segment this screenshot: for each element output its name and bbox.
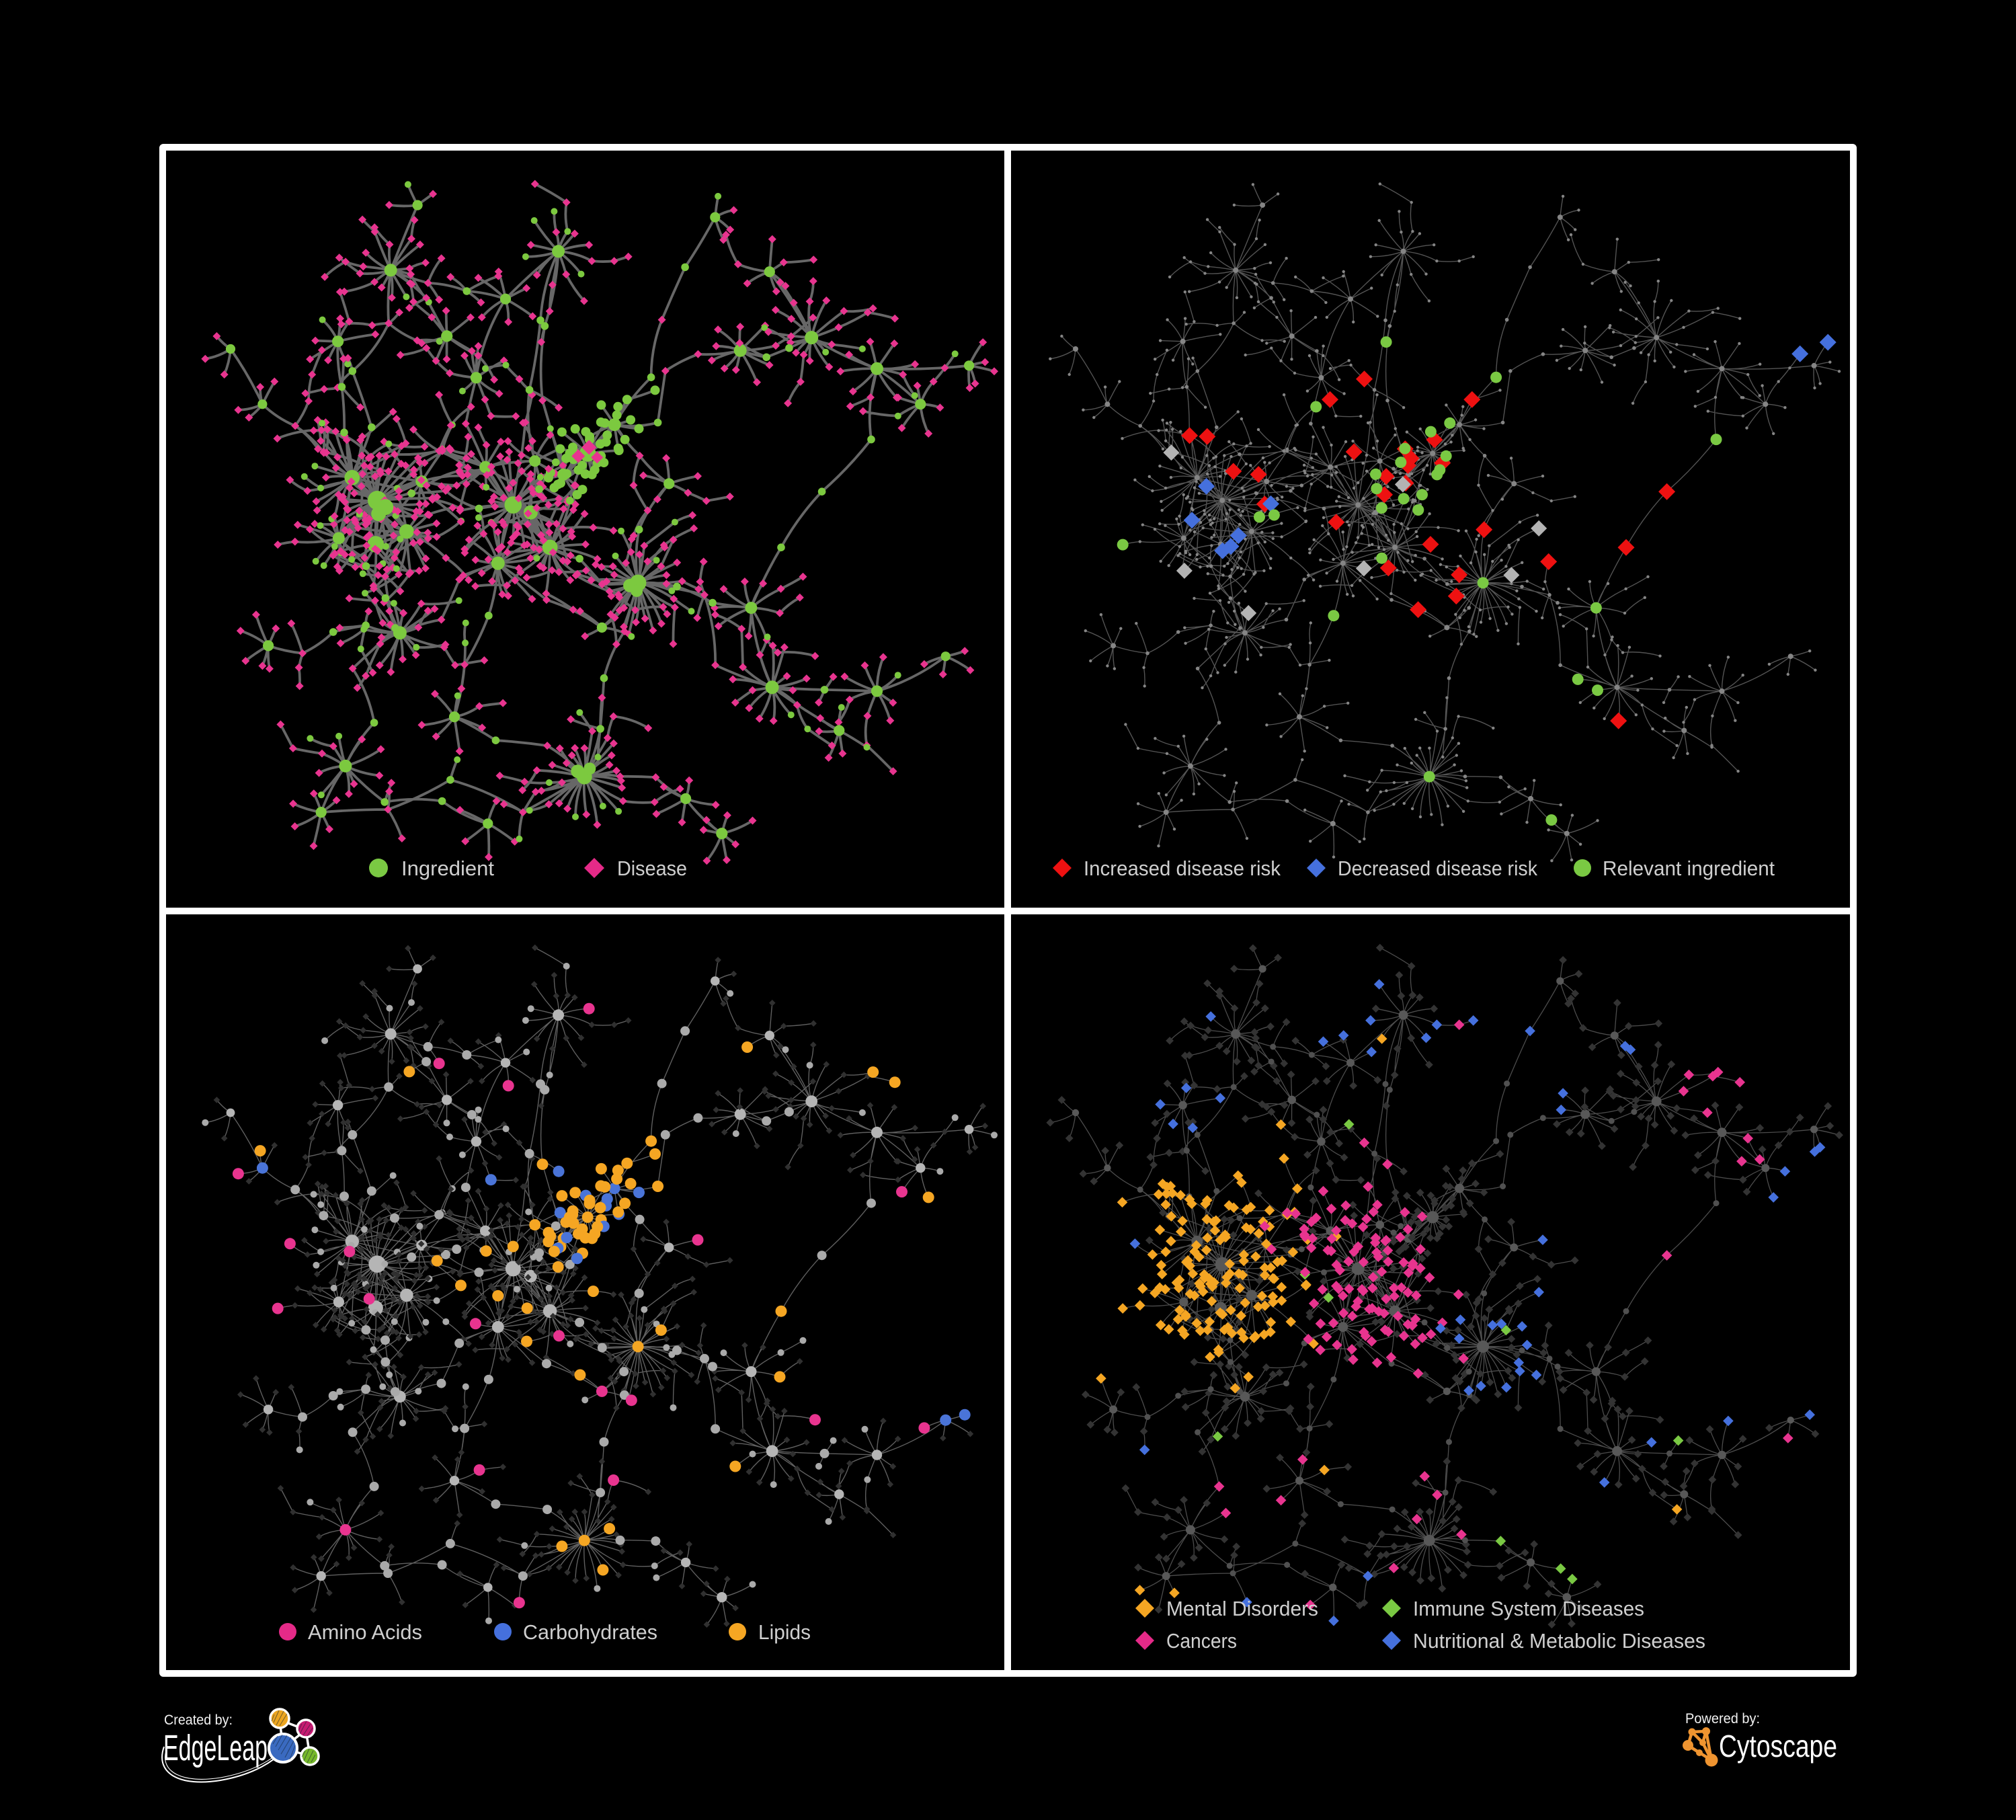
svg-text:Immune System Diseases: Immune System Diseases bbox=[1413, 1597, 1644, 1620]
svg-text:Ingredient: Ingredient bbox=[401, 857, 494, 880]
svg-text:Cytoscape: Cytoscape bbox=[1719, 1729, 1837, 1764]
svg-text:Mental Disorders: Mental Disorders bbox=[1166, 1597, 1318, 1620]
svg-text:Amino Acids: Amino Acids bbox=[308, 1620, 422, 1644]
svg-text:Lipids: Lipids bbox=[758, 1620, 811, 1644]
svg-text:Cancers: Cancers bbox=[1166, 1629, 1237, 1653]
svg-text:Created by:: Created by: bbox=[164, 1712, 233, 1728]
svg-text:Relevant ingredient: Relevant ingredient bbox=[1603, 857, 1775, 880]
svg-text:Decreased disease risk: Decreased disease risk bbox=[1338, 857, 1537, 880]
svg-text:Carbohydrates: Carbohydrates bbox=[523, 1620, 657, 1644]
svg-text:Powered by:: Powered by: bbox=[1685, 1711, 1760, 1727]
svg-text:Nutritional & Metabolic Diseas: Nutritional & Metabolic Diseases bbox=[1413, 1629, 1705, 1653]
svg-text:Increased disease risk: Increased disease risk bbox=[1084, 857, 1281, 880]
svg-text:Disease: Disease bbox=[617, 857, 687, 880]
svg-text:EdgeLeap: EdgeLeap bbox=[163, 1728, 268, 1768]
